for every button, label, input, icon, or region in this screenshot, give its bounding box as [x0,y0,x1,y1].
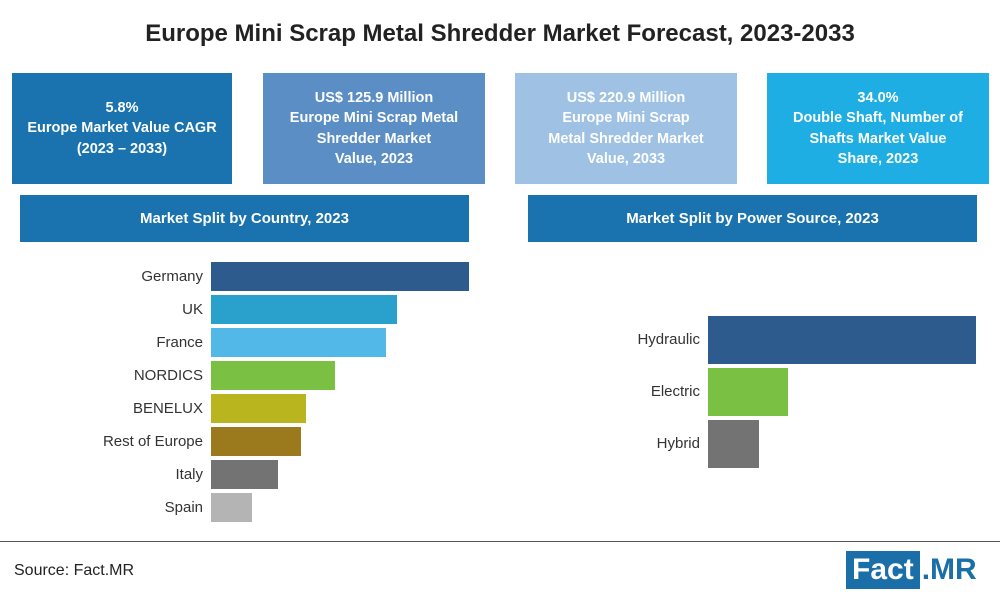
page-title: Europe Mini Scrap Metal Shredder Market … [145,20,855,47]
country-section-title: Market Split by Country, 2023 [140,210,349,227]
category-label: Hydraulic [637,331,700,348]
category-label: France [156,333,203,351]
kpi-double-shaft-box: 34.0% Double Shaft, Number of Shafts Mar… [767,73,989,184]
category-label: NORDICS [133,366,203,384]
bar-hybrid [708,420,759,468]
category-label: Electric [650,383,700,400]
bar-germany [211,262,469,291]
footer-divider [0,541,1000,542]
bar-france [211,328,387,357]
kpi-value-2023-box: US$ 125.9 Million Europe Mini Scrap Meta… [263,73,485,184]
bar-italy [211,460,279,489]
source-note: Source: Fact.MR [14,562,135,579]
logo-part-mr: .MR [921,553,977,586]
bar-nordics [211,361,335,390]
category-label: Italy [175,465,203,483]
category-label: Spain [164,498,203,516]
category-label: UK [182,300,203,318]
bar-benelux [211,394,307,423]
category-label: Rest of Europe [102,432,203,450]
category-label: Germany [141,267,203,285]
category-label: Hybrid [656,435,700,452]
bar-hydraulic [708,316,976,364]
power-source-section-title: Market Split by Power Source, 2023 [626,210,879,227]
category-label: BENELUX [132,399,203,417]
bar-spain [211,493,253,522]
bar-rest-of-europe [211,427,302,456]
power-source-section-header: Market Split by Power Source, 2023 [528,195,977,242]
bar-uk [211,295,397,324]
kpi-value-2023-text: US$ 125.9 Million Europe Mini Scrap Meta… [289,89,459,167]
bar-electric [708,368,789,416]
logo-part-fact: Fact [846,551,920,589]
kpi-double-shaft-text: 34.0% Double Shaft, Number of Shafts Mar… [793,89,963,167]
factmr-logo: Fact .MR [846,551,979,589]
country-section-header: Market Split by Country, 2023 [20,195,469,242]
kpi-cagr-box: 5.8% Europe Market Value CAGR (2023 – 20… [12,73,232,184]
kpi-value-2033-text: US$ 220.9 Million Europe Mini Scrap Meta… [548,89,704,167]
kpi-cagr-text: 5.8% Europe Market Value CAGR (2023 – 20… [27,100,217,157]
kpi-value-2033-box: US$ 220.9 Million Europe Mini Scrap Meta… [515,73,737,184]
